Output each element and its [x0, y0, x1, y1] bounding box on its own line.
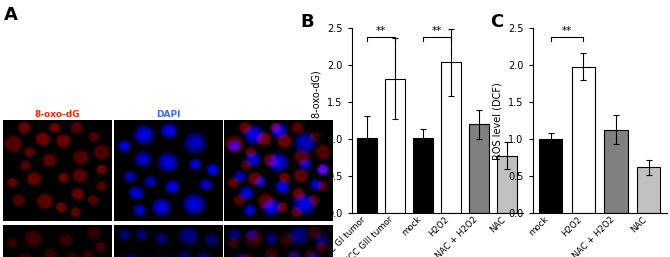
Text: C: C [490, 13, 503, 31]
Y-axis label: ROS level (8-oxo-dG): ROS level (8-oxo-dG) [312, 70, 322, 172]
Bar [357, 138, 377, 213]
Text: **: ** [562, 26, 572, 36]
Bar [385, 79, 405, 213]
Bar [637, 167, 661, 213]
Bar [572, 67, 595, 213]
Bar [604, 130, 628, 213]
Bar [441, 62, 461, 213]
Y-axis label: HCC GIII tumor: HCC GIII tumor [0, 142, 5, 199]
Text: **: ** [376, 26, 387, 36]
Bar [469, 124, 489, 213]
Y-axis label: ROS level (DCF): ROS level (DCF) [492, 82, 502, 160]
Title: DAPI: DAPI [156, 110, 180, 119]
Text: B: B [300, 13, 314, 31]
Title: MERGE: MERGE [261, 110, 296, 119]
Text: **: ** [432, 26, 442, 36]
Bar [539, 139, 562, 213]
Text: A: A [4, 6, 18, 24]
Bar [413, 138, 433, 213]
Title: 8-oxo-dG: 8-oxo-dG [35, 110, 80, 119]
Y-axis label: H2O2-treated Huh7 cells: H2O2-treated Huh7 cells [0, 228, 5, 257]
Bar [497, 155, 517, 213]
